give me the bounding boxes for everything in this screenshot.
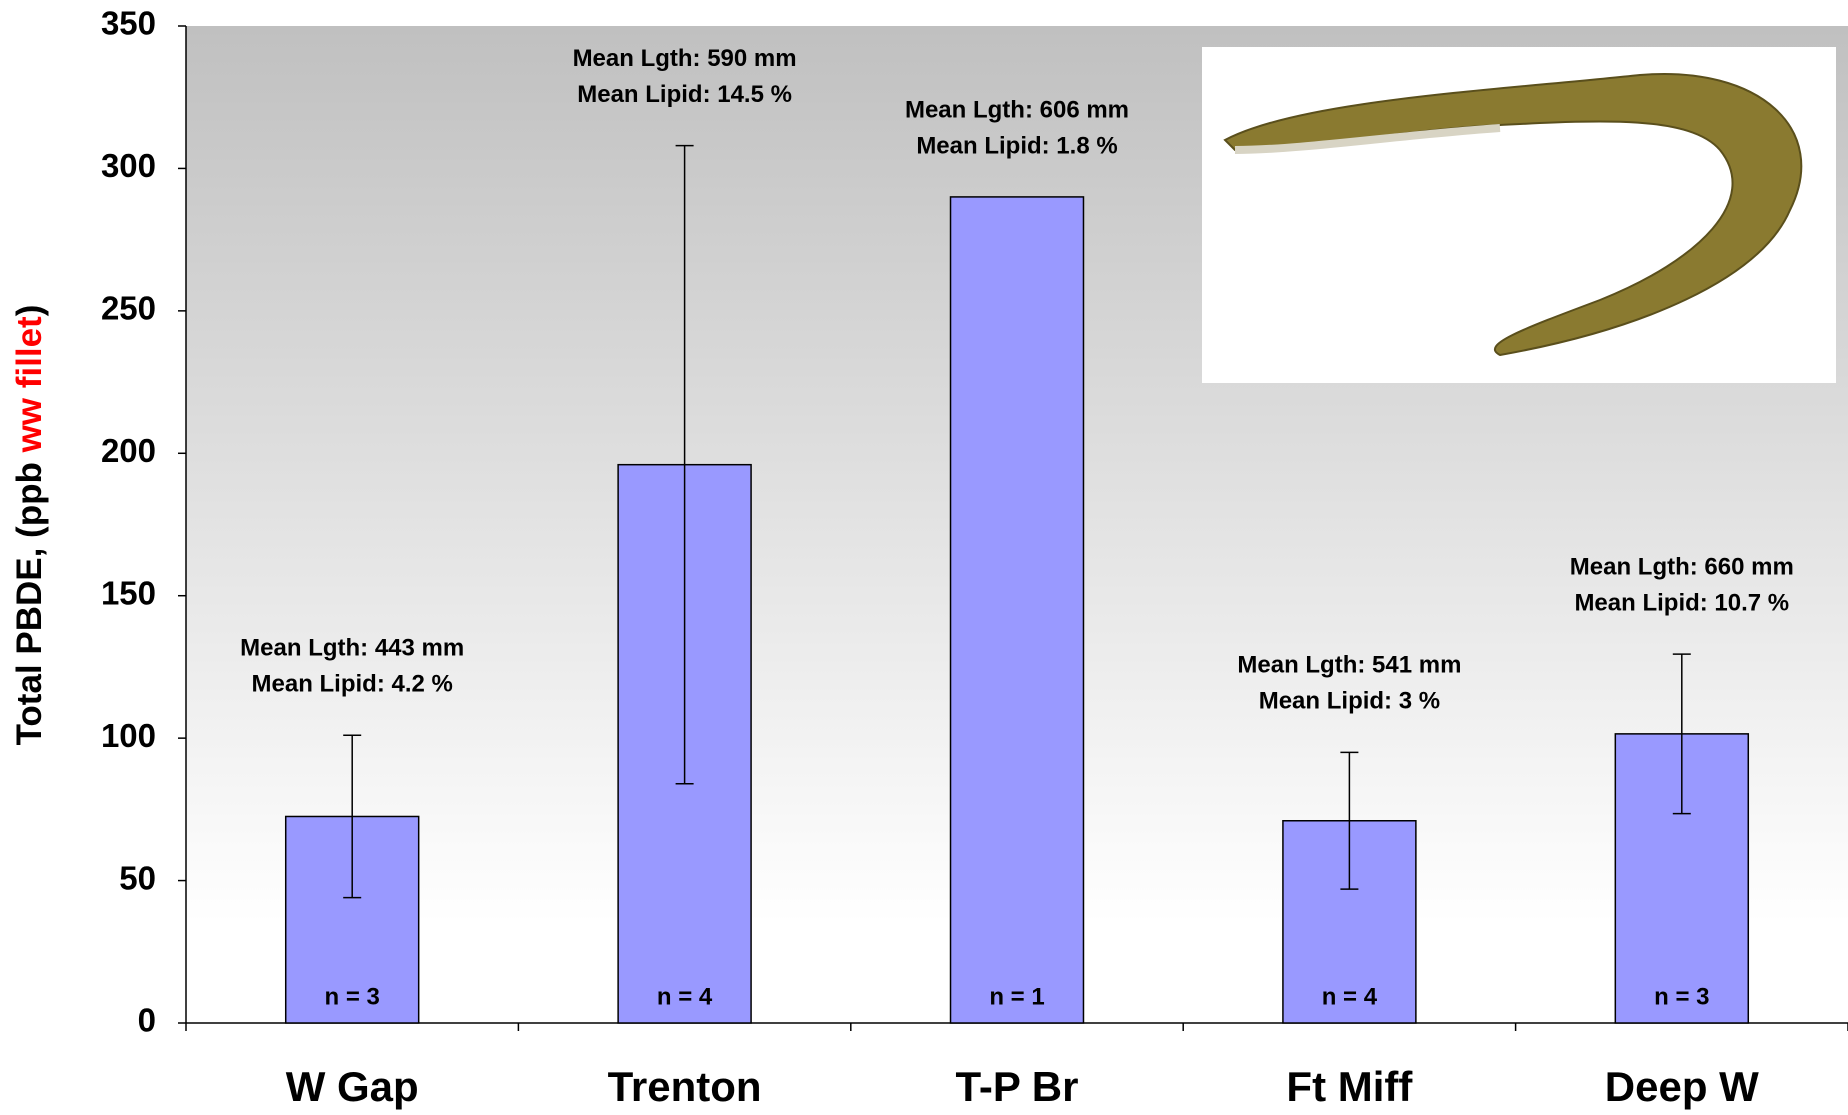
annotation: Mean Lipid: 1.8 % (916, 132, 1117, 159)
y-tick-label: 200 (101, 432, 156, 469)
y-axis-label: Total PBDE, (ppb ww fillet) (10, 305, 49, 746)
y-tick-label: 50 (119, 859, 156, 896)
x-tick-label: Deep W (1605, 1063, 1759, 1110)
annotation: Mean Lipid: 3 % (1259, 688, 1440, 715)
y-axis-label-part: Total PBDE, (ppb (10, 452, 49, 745)
n-label: n = 4 (657, 983, 713, 1010)
n-label: n = 1 (989, 983, 1044, 1010)
y-tick-label: 0 (138, 1002, 156, 1039)
annotation: Mean Lipid: 14.5 % (577, 81, 792, 108)
y-axis-label-part: ) (10, 305, 49, 317)
y-axis-label-part: ww fillet (10, 316, 49, 453)
y-tick-label: 150 (101, 574, 156, 611)
eel-picture (1202, 47, 1836, 383)
chart: Total PBDE, (ppb ww fillet) 0 50 100 150 200… (0, 0, 1848, 1115)
annotation: Mean Lgth: 590 mm (573, 45, 797, 72)
x-tick-label: Ft Miff (1286, 1063, 1413, 1110)
y-tick-label: 350 (101, 5, 156, 42)
annotation: Mean Lgth: 443 mm (240, 635, 464, 662)
n-label: n = 3 (1654, 983, 1709, 1010)
annotation: Mean Lgth: 606 mm (905, 96, 1129, 123)
x-tick-label: W Gap (286, 1063, 419, 1110)
annotation: Mean Lipid: 10.7 % (1574, 589, 1789, 616)
y-tick-label: 100 (101, 717, 156, 754)
bar (951, 197, 1084, 1023)
x-tick-label: Trenton (608, 1063, 762, 1110)
n-label: n = 3 (325, 983, 380, 1010)
y-tick-label: 250 (101, 290, 156, 327)
annotation: Mean Lgth: 660 mm (1570, 553, 1794, 580)
y-tick-label: 300 (101, 147, 156, 184)
annotation: Mean Lipid: 4.2 % (252, 671, 453, 698)
x-tick-label: T-P Br (956, 1063, 1079, 1110)
annotation: Mean Lgth: 541 mm (1237, 652, 1461, 679)
n-label: n = 4 (1322, 983, 1378, 1010)
